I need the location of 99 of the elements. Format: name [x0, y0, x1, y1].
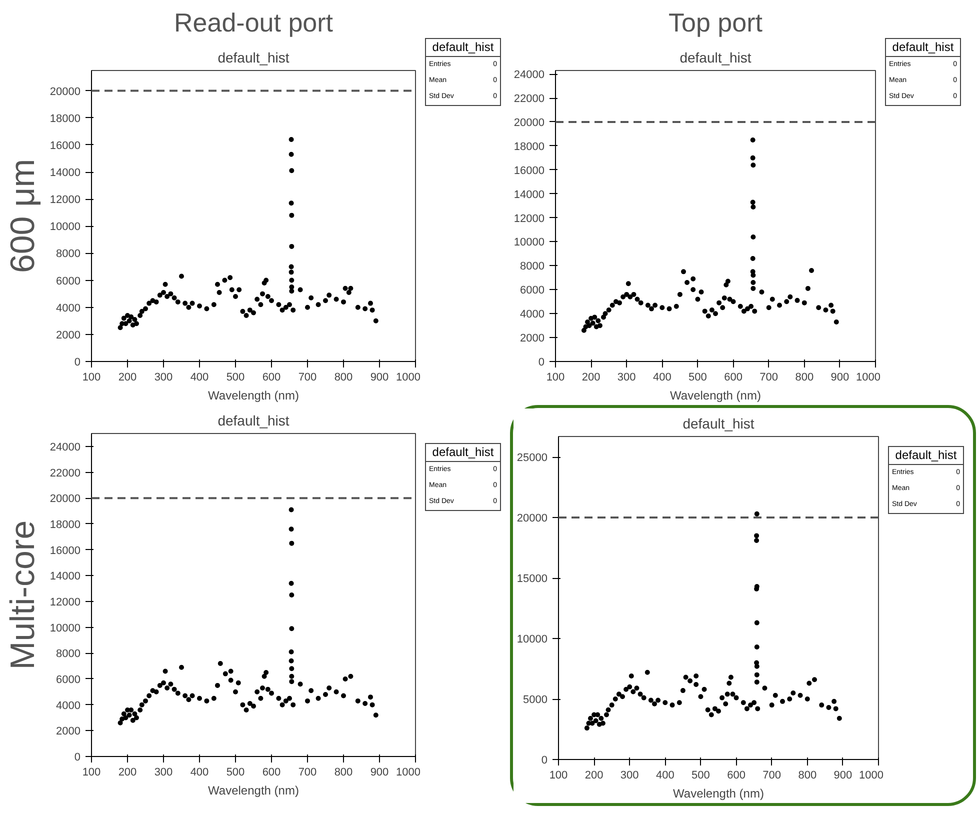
y-tick-label: 15000 — [516, 573, 548, 586]
x-tick-label: 1000 — [859, 770, 884, 782]
chart-title: default_hist — [680, 50, 752, 66]
x-tick-label: 100 — [549, 770, 568, 782]
x-tick-label: 900 — [830, 372, 850, 384]
x-tick-label: 300 — [154, 766, 173, 778]
x-tick-label: 700 — [298, 766, 317, 778]
y-tick-label: 14000 — [50, 167, 81, 180]
y-tick-label: 0 — [74, 752, 81, 764]
x-tick-label: 500 — [692, 770, 710, 782]
y-tick-label: 16000 — [50, 544, 81, 557]
x-tick-label: 100 — [82, 766, 101, 778]
x-tick-label: 500 — [226, 372, 245, 384]
y-tick-label: 20000 — [516, 512, 548, 525]
y-tick-label: 6000 — [520, 284, 545, 297]
x-tick-label: 800 — [798, 770, 817, 782]
y-tick-label: 10000 — [50, 221, 81, 234]
x-tick-label: 500 — [688, 372, 707, 384]
y-axis-title: Multi-core — [4, 520, 42, 670]
x-tick-label: 600 — [727, 770, 746, 782]
x-axis-title: Wavelength (nm) — [670, 388, 761, 402]
x-tick-label: 600 — [262, 372, 281, 384]
x-tick-label: 600 — [262, 766, 281, 778]
y-axis-title: 600 μm — [4, 158, 42, 274]
text: default_hist — [426, 39, 500, 58]
y-tick-label: 6000 — [56, 674, 81, 686]
x-tick-label: 300 — [154, 372, 173, 384]
y-tick-label: 12000 — [514, 212, 545, 225]
y-tick-label: 25000 — [516, 452, 548, 464]
x-tick-label: 200 — [118, 372, 137, 384]
x-tick-label: 300 — [620, 770, 639, 782]
y-tick-label: 12000 — [50, 596, 81, 608]
x-tick-label: 900 — [370, 766, 389, 778]
x-axis-title: Wavelength (nm) — [208, 784, 299, 798]
x-tick-label: 200 — [118, 766, 137, 778]
y-tick-label: 0 — [74, 356, 81, 368]
chart-subtitle: Read-out port — [174, 8, 334, 38]
y-tick-label: 6000 — [56, 275, 81, 288]
y-tick-label: 10000 — [50, 622, 81, 634]
x-tick-label: 400 — [652, 372, 672, 384]
y-tick-label: 18000 — [50, 518, 81, 531]
x-tick-label: 400 — [656, 770, 674, 782]
y-tick-label: 8000 — [56, 648, 81, 660]
chart-title: default_hist — [682, 416, 754, 432]
y-tick-label: 18000 — [514, 140, 545, 153]
y-tick-label: 24000 — [50, 441, 81, 454]
y-tick-label: 4000 — [520, 308, 545, 321]
x-tick-label: 100 — [546, 372, 565, 384]
y-tick-label: 14000 — [514, 188, 545, 201]
y-tick-label: 0 — [538, 356, 545, 368]
x-axis-title: Wavelength (nm) — [208, 388, 299, 402]
x-tick-label: 800 — [334, 766, 353, 778]
y-tick-label: 4000 — [56, 700, 81, 712]
y-tick-label: 4000 — [56, 302, 81, 314]
y-tick-label: 2000 — [520, 332, 545, 345]
chart-subtitle: Top port — [668, 8, 764, 38]
x-tick-label: 1000 — [396, 766, 421, 778]
y-tick-label: 10000 — [516, 634, 548, 646]
y-tick-label: 24000 — [514, 69, 545, 82]
x-tick-label: 800 — [334, 372, 353, 384]
y-tick-label: 8000 — [520, 260, 545, 273]
x-tick-label: 900 — [370, 372, 389, 384]
x-tick-label: 900 — [834, 770, 852, 782]
y-tick-label: 16000 — [50, 140, 81, 152]
x-tick-label: 1000 — [856, 372, 881, 384]
chart-title: default_hist — [218, 412, 290, 428]
y-tick-label: 2000 — [56, 726, 81, 738]
y-tick-label: 12000 — [50, 194, 81, 206]
y-tick-label: 2000 — [56, 329, 81, 342]
y-tick-label: 8000 — [56, 248, 81, 260]
x-tick-label: 200 — [582, 372, 600, 384]
y-tick-label: 20000 — [50, 493, 81, 506]
y-tick-label: 16000 — [514, 164, 545, 177]
y-tick-label: 0 — [541, 754, 548, 766]
text: default_hist — [889, 447, 963, 466]
x-tick-label: 500 — [226, 766, 245, 778]
x-tick-label: 800 — [795, 372, 814, 384]
y-tick-label: 22000 — [50, 467, 81, 480]
text: default_hist — [886, 39, 960, 58]
y-tick-label: 14000 — [50, 570, 81, 583]
y-tick-label: 10000 — [514, 236, 545, 249]
y-tick-label: 5000 — [523, 694, 548, 706]
x-tick-label: 400 — [190, 766, 209, 778]
x-tick-label: 700 — [298, 372, 317, 384]
x-tick-label: 100 — [82, 372, 101, 384]
x-tick-label: 700 — [760, 372, 778, 384]
x-tick-label: 300 — [617, 372, 636, 384]
y-tick-label: 20000 — [514, 116, 545, 129]
chart-title: default_hist — [218, 50, 290, 66]
x-tick-label: 1000 — [396, 372, 421, 384]
x-tick-label: 600 — [724, 372, 742, 384]
text: default_hist — [426, 444, 500, 462]
x-tick-label: 200 — [584, 770, 604, 782]
x-tick-label: 400 — [190, 372, 209, 384]
y-tick-label: 20000 — [50, 86, 81, 98]
y-tick-label: 18000 — [50, 112, 81, 125]
x-tick-label: 700 — [762, 770, 782, 782]
x-axis-title: Wavelength (nm) — [673, 786, 764, 800]
y-tick-label: 22000 — [514, 93, 545, 106]
